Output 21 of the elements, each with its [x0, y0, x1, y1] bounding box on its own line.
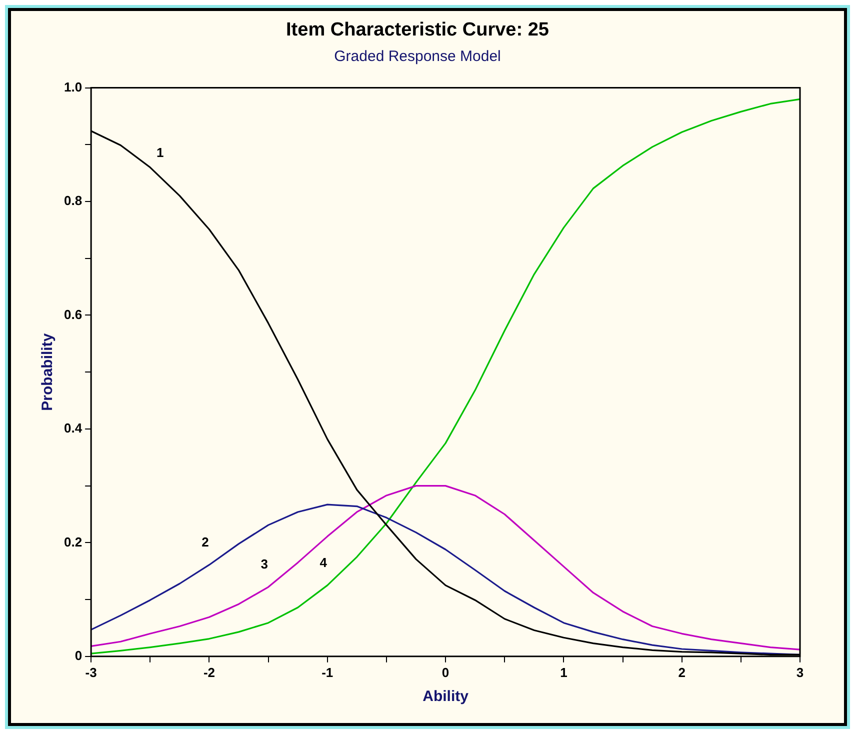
x-tick-label: 1: [560, 664, 568, 680]
y-tick-label: 0.4: [64, 420, 83, 436]
y-tick-label: 0.2: [64, 534, 82, 550]
series-label: 4: [320, 554, 328, 570]
chart-title: Item Characteristic Curve: 25: [286, 20, 550, 41]
x-tick-label: 3: [796, 664, 804, 680]
y-tick-label: 0.6: [64, 306, 82, 322]
x-tick-label: 0: [442, 664, 450, 680]
y-tick-label: 1.0: [64, 79, 82, 94]
y-tick-label: 0: [74, 648, 82, 663]
x-tick-label: 2: [678, 664, 686, 680]
x-tick-label: -1: [322, 664, 334, 680]
series-label: 1: [156, 144, 164, 160]
y-axis-title: Probability: [39, 332, 56, 411]
x-axis-title: Ability: [422, 688, 470, 706]
series-label: 3: [260, 556, 268, 572]
chart-subtitle: Graded Response Model: [334, 48, 501, 65]
y-tick-label: 0.8: [64, 193, 82, 208]
series-label: 2: [202, 534, 209, 550]
x-tick-label: -2: [203, 664, 216, 680]
x-tick-label: -3: [85, 664, 97, 680]
